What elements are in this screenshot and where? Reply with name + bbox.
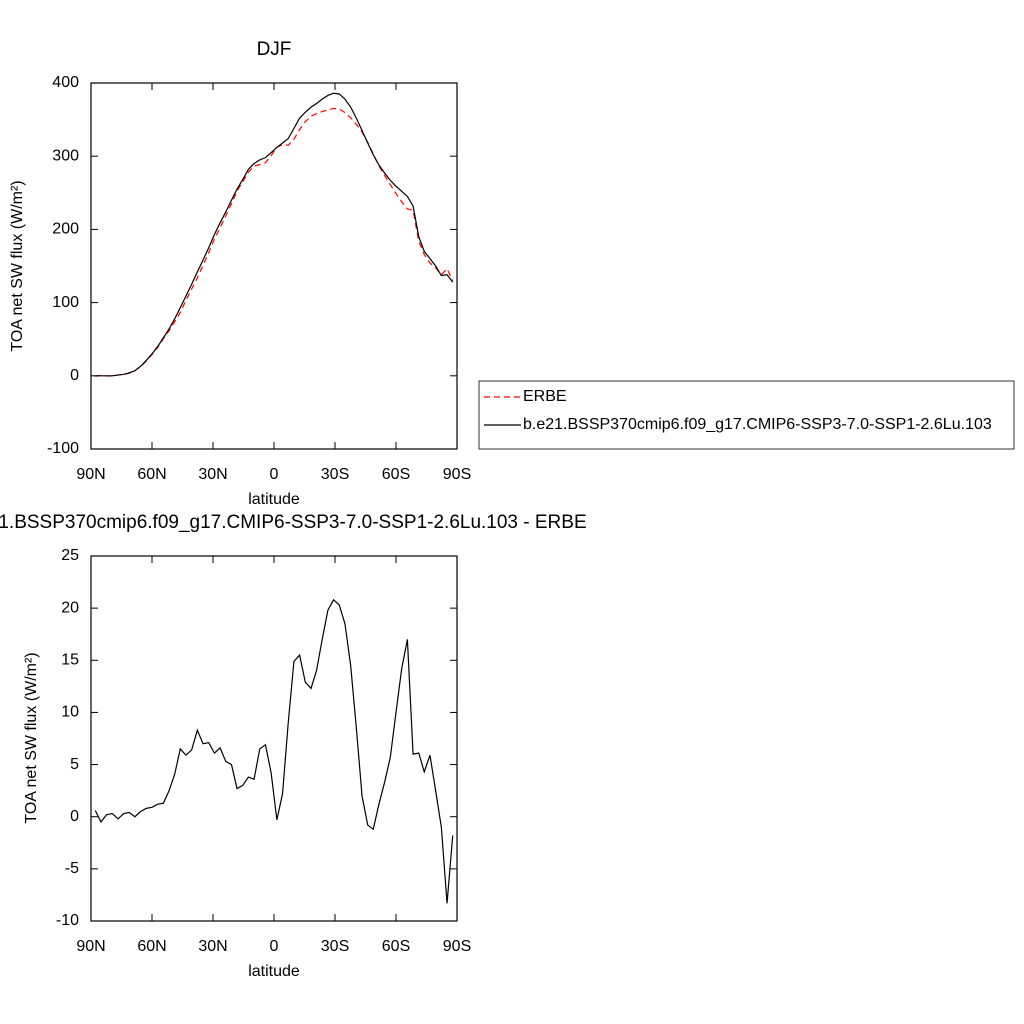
y-tick-label: 25 [61,547,79,564]
y-tick-label: 10 [61,704,79,721]
y-tick-label: -5 [65,860,79,877]
y-tick-label: 0 [70,808,79,825]
panel: b.e21.BSSP370cmip6.f09_g17.CMIP6-SSP3-7.… [0,512,587,980]
data-line [95,92,454,377]
y-axis-label: TOA net SW flux (W/m²) [9,180,26,351]
legend-box [478,380,1015,450]
x-tick-label: 0 [270,938,279,955]
legend-label: b.e21.BSSP370cmip6.f09_g17.CMIP6-SSP3-7.… [523,416,992,433]
y-tick-label: 400 [52,74,79,91]
x-tick-label: 60S [382,938,410,955]
x-tick-label: 30S [321,938,349,955]
x-axis-label: latitude [248,491,300,508]
x-tick-label: 90S [443,938,471,955]
data-line [95,107,454,377]
chart-title: DJF [257,39,292,60]
y-tick-label: -10 [56,912,79,929]
x-tick-label: 60S [382,466,410,483]
plot-frame [90,82,458,450]
legend-label: ERBE [523,388,567,405]
y-tick-label: -100 [47,440,79,457]
x-tick-label: 90S [443,466,471,483]
x-tick-label: 60N [137,466,166,483]
y-tick-label: 200 [52,221,79,238]
x-tick-label: 60N [137,938,166,955]
x-tick-label: 30N [198,466,227,483]
x-tick-label: 0 [270,466,279,483]
y-tick-label: 100 [52,294,79,311]
chart-title: b.e21.BSSP370cmip6.f09_g17.CMIP6-SSP3-7.… [0,512,587,533]
y-tick-label: 20 [61,599,79,616]
y-tick-label: 300 [52,147,79,164]
y-tick-label: 5 [70,756,79,773]
panel: DJF latitude TOA net SW flux (W/m²) 90N 60N 3… [9,39,1015,508]
y-tick-label: 0 [70,367,79,384]
plot-frame [90,555,458,922]
x-tick-label: 30N [198,938,227,955]
y-tick-label: 15 [61,652,79,669]
x-tick-label: 90N [76,466,105,483]
y-axis-label: TOA net SW flux (W/m²) [23,652,40,823]
x-tick-label: 30S [321,466,349,483]
data-line [94,598,454,904]
x-axis-label: latitude [248,963,300,980]
x-tick-label: 90N [76,938,105,955]
